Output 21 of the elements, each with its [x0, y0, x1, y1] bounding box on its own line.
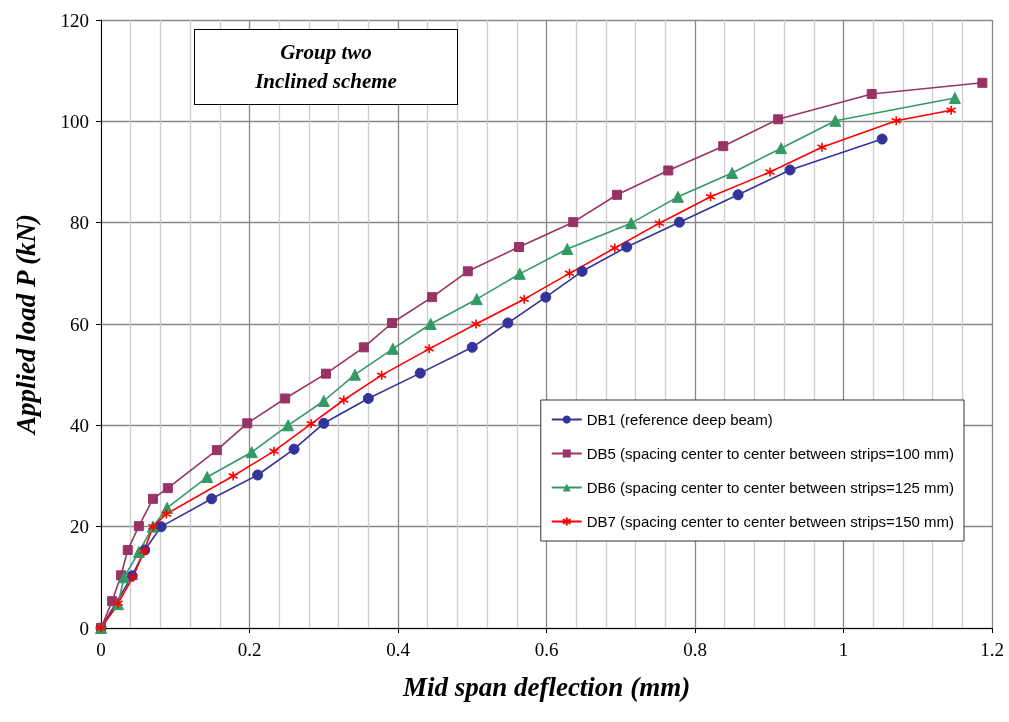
- legend-label: DB5 (spacing center to center between strips=100 mm): [586, 445, 955, 462]
- legend-label: DB7 (spacing center to center between strips=150 mm): [586, 513, 955, 530]
- y-tick-label: 20: [70, 516, 89, 538]
- x-tick-label: 0.4: [386, 639, 411, 660]
- y-tick-label: 40: [70, 414, 89, 436]
- y-tick-label: 80: [70, 212, 89, 234]
- y-tick-label: 120: [60, 9, 89, 31]
- y-tick-label: 100: [60, 110, 89, 132]
- x-tick-label: 0.2: [237, 639, 262, 660]
- legend-label: DB1 (reference deep beam): [586, 411, 773, 428]
- x-tick-label: 0.8: [683, 639, 707, 660]
- y-tick-label: 0: [79, 617, 89, 639]
- x-tick-label: 1.2: [980, 639, 1004, 660]
- x-axis-title: Mid span deflection (mm): [401, 671, 691, 702]
- title-frame: Group two Inclined scheme: [194, 29, 458, 105]
- x-tick-label: 0: [96, 639, 106, 660]
- legend-label: DB6 (spacing center to center between strips=125 mm): [586, 479, 955, 496]
- x-tick-label: 1: [838, 639, 849, 660]
- y-tick-label: 60: [70, 313, 89, 335]
- y-axis-title: Applied load P (kN): [10, 213, 41, 437]
- x-tick-label: 0.6: [534, 639, 559, 660]
